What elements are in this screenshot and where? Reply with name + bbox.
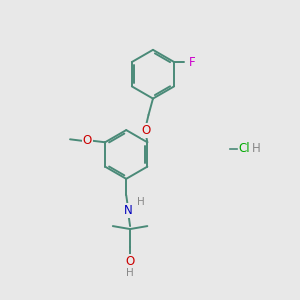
Text: O: O — [83, 134, 92, 147]
Text: H: H — [137, 197, 145, 207]
Text: H: H — [126, 268, 134, 278]
Text: Cl: Cl — [238, 142, 250, 155]
Text: N: N — [124, 204, 133, 217]
Text: F: F — [189, 56, 195, 68]
Text: H: H — [252, 142, 261, 155]
Text: O: O — [125, 255, 135, 268]
Text: O: O — [142, 124, 151, 137]
